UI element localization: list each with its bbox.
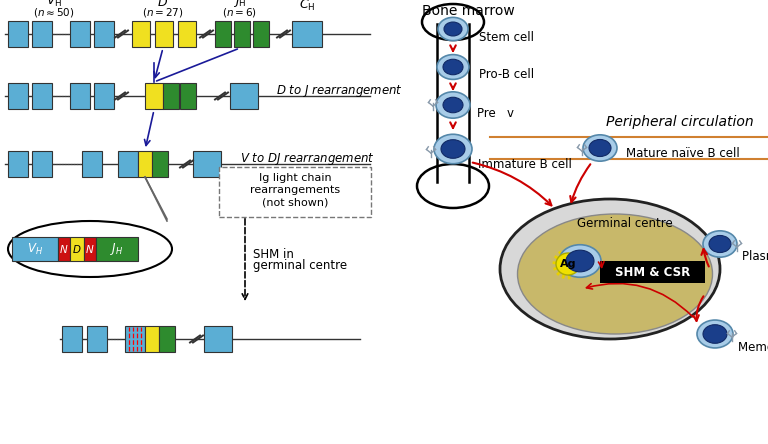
Text: germinal centre: germinal centre: [253, 259, 347, 273]
Bar: [32, 83, 52, 109]
Text: Pre   v: Pre v: [477, 107, 514, 119]
Bar: [253, 21, 269, 47]
Ellipse shape: [583, 135, 617, 161]
Text: SHM in: SHM in: [253, 247, 294, 261]
Text: Ig light chain: Ig light chain: [259, 173, 331, 183]
Bar: [230, 83, 258, 109]
Text: Plasma cell: Plasma cell: [742, 250, 768, 262]
Ellipse shape: [443, 97, 463, 113]
Bar: [600, 261, 705, 283]
Bar: [138, 151, 152, 177]
Bar: [215, 21, 231, 47]
Text: SHM & CSR: SHM & CSR: [615, 266, 690, 278]
Text: $N$: $N$: [59, 243, 69, 255]
Bar: [82, 151, 102, 177]
Bar: [84, 237, 96, 261]
Bar: [159, 326, 175, 352]
Ellipse shape: [8, 221, 172, 277]
Text: $(n \approx 50)$: $(n \approx 50)$: [33, 6, 74, 19]
Bar: [234, 21, 250, 47]
Bar: [94, 21, 114, 47]
Bar: [292, 21, 322, 47]
Bar: [145, 326, 159, 352]
Bar: [62, 326, 82, 352]
Ellipse shape: [518, 214, 713, 334]
Bar: [437, 24, 469, 184]
Text: Memory B cell: Memory B cell: [738, 341, 768, 354]
Ellipse shape: [441, 140, 465, 159]
Bar: [204, 326, 232, 352]
Ellipse shape: [500, 199, 720, 339]
Bar: [12, 237, 58, 261]
Text: rearrangements: rearrangements: [250, 185, 340, 195]
Bar: [70, 237, 84, 261]
Text: Peripheral circulation: Peripheral circulation: [606, 115, 754, 129]
FancyBboxPatch shape: [219, 167, 371, 217]
Text: Bone marrow: Bone marrow: [422, 4, 515, 18]
Bar: [70, 83, 90, 109]
Bar: [132, 21, 150, 47]
Ellipse shape: [434, 134, 472, 164]
Text: Stem cell: Stem cell: [479, 31, 534, 44]
Text: $C_\mathrm{H}$: $C_\mathrm{H}$: [299, 0, 315, 13]
Text: Germinal centre: Germinal centre: [577, 217, 673, 230]
Ellipse shape: [709, 235, 731, 253]
Ellipse shape: [566, 250, 594, 272]
Bar: [8, 21, 28, 47]
Text: $V_\mathrm{H}$: $V_\mathrm{H}$: [46, 0, 62, 9]
Bar: [8, 83, 28, 109]
Text: $(n = 27)$: $(n = 27)$: [142, 6, 184, 19]
Bar: [145, 83, 163, 109]
Text: $D$: $D$: [72, 243, 81, 255]
Bar: [8, 151, 28, 177]
Text: Ag: Ag: [560, 259, 576, 269]
Ellipse shape: [436, 92, 470, 118]
Text: Pro-B cell: Pro-B cell: [479, 67, 534, 80]
Ellipse shape: [437, 55, 469, 79]
Bar: [58, 237, 70, 261]
Text: Immature B cell: Immature B cell: [478, 158, 572, 170]
Ellipse shape: [443, 59, 463, 75]
Bar: [118, 151, 138, 177]
Ellipse shape: [703, 325, 727, 343]
Bar: [32, 151, 52, 177]
Bar: [70, 21, 90, 47]
Text: $V$ to $DJ$ rearrangement: $V$ to $DJ$ rearrangement: [240, 151, 375, 167]
Bar: [87, 326, 107, 352]
Bar: [32, 21, 52, 47]
Bar: [163, 83, 179, 109]
Text: $D$ to $J$ rearrangement: $D$ to $J$ rearrangement: [276, 83, 403, 99]
Ellipse shape: [556, 253, 580, 275]
Text: $(n = 6)$: $(n = 6)$: [223, 6, 257, 19]
Ellipse shape: [417, 164, 489, 208]
Text: (not shown): (not shown): [262, 197, 328, 207]
Bar: [178, 21, 196, 47]
Text: $N$: $N$: [85, 243, 94, 255]
Bar: [193, 151, 221, 177]
Bar: [180, 83, 196, 109]
Text: $D$: $D$: [157, 0, 168, 9]
Ellipse shape: [589, 139, 611, 157]
Bar: [152, 151, 168, 177]
Ellipse shape: [703, 231, 737, 257]
Bar: [94, 83, 114, 109]
Text: CDR3: CDR3: [58, 225, 90, 235]
Text: $V_H$: $V_H$: [27, 242, 43, 257]
Ellipse shape: [444, 22, 462, 36]
Text: $J_\mathrm{H}$: $J_\mathrm{H}$: [233, 0, 247, 9]
Ellipse shape: [438, 17, 468, 40]
Ellipse shape: [559, 245, 601, 277]
Bar: [96, 237, 138, 261]
Text: Mature naïve B cell: Mature naïve B cell: [626, 147, 740, 159]
Ellipse shape: [697, 320, 733, 348]
Text: $J_H$: $J_H$: [111, 241, 124, 257]
Bar: [125, 326, 145, 352]
Ellipse shape: [422, 4, 484, 40]
Bar: [155, 21, 173, 47]
